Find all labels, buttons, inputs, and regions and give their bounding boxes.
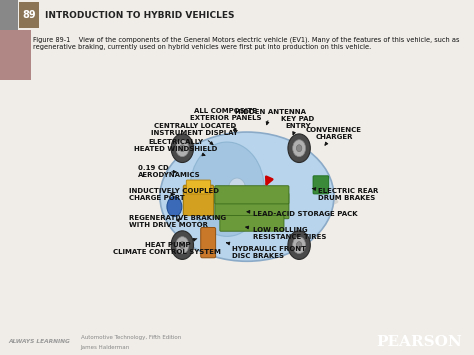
Ellipse shape <box>160 132 334 261</box>
Text: ALWAYS LEARNING: ALWAYS LEARNING <box>9 339 71 344</box>
Text: LEAD-ACID STORAGE PACK: LEAD-ACID STORAGE PACK <box>247 211 358 217</box>
Text: PEARSON: PEARSON <box>376 335 462 349</box>
Text: ALL COMPOSITE
EXTERIOR PANELS: ALL COMPOSITE EXTERIOR PANELS <box>190 108 262 131</box>
Text: 89: 89 <box>22 10 36 20</box>
Ellipse shape <box>159 192 338 211</box>
FancyBboxPatch shape <box>201 228 216 258</box>
Ellipse shape <box>288 134 310 163</box>
Ellipse shape <box>228 178 246 200</box>
Ellipse shape <box>292 140 306 157</box>
Text: HEAT PUMP
CLIMATE CONTROL SYSTEM: HEAT PUMP CLIMATE CONTROL SYSTEM <box>113 239 221 255</box>
Text: Figure 89-1    View of the components of the General Motors electric vehicle (EV: Figure 89-1 View of the components of th… <box>33 36 460 50</box>
Ellipse shape <box>176 140 189 157</box>
Text: CENTRALLY LOCATED
INSTRUMENT DISPLAY: CENTRALLY LOCATED INSTRUMENT DISPLAY <box>151 123 238 144</box>
Text: LOW ROLLING
RESISTANCE TIRES: LOW ROLLING RESISTANCE TIRES <box>246 226 327 240</box>
FancyBboxPatch shape <box>186 180 210 194</box>
Bar <box>0 0 18 30</box>
FancyBboxPatch shape <box>19 2 39 28</box>
FancyBboxPatch shape <box>215 186 289 204</box>
Ellipse shape <box>288 231 310 260</box>
Ellipse shape <box>180 145 185 152</box>
Ellipse shape <box>292 237 306 253</box>
Text: 0.19 CD
AERODYNAMICS: 0.19 CD AERODYNAMICS <box>137 165 200 178</box>
Text: James Halderman: James Halderman <box>81 344 130 350</box>
Text: INDUCTIVELY COUPLED
CHARGE PORT: INDUCTIVELY COUPLED CHARGE PORT <box>129 188 219 201</box>
Ellipse shape <box>176 237 189 253</box>
Text: ELECTRICALLY
HEATED WINDSHIELD: ELECTRICALLY HEATED WINDSHIELD <box>135 139 218 156</box>
Text: CONVENIENCE
CHARGER: CONVENIENCE CHARGER <box>306 127 362 145</box>
Ellipse shape <box>180 242 185 248</box>
Ellipse shape <box>190 142 264 236</box>
Text: INTRODUCTION TO HYBRID VEHICLES: INTRODUCTION TO HYBRID VEHICLES <box>45 11 235 20</box>
Text: KEY PAD
ENTRY: KEY PAD ENTRY <box>281 116 315 135</box>
FancyBboxPatch shape <box>183 185 214 215</box>
FancyBboxPatch shape <box>215 193 289 219</box>
FancyBboxPatch shape <box>313 176 328 194</box>
Ellipse shape <box>296 242 302 248</box>
FancyBboxPatch shape <box>220 215 284 231</box>
Text: ELECTRIC REAR
DRUM BRAKES: ELECTRIC REAR DRUM BRAKES <box>312 188 378 201</box>
Text: HYDRAULIC FRONT
DISC BRAKES: HYDRAULIC FRONT DISC BRAKES <box>227 242 306 259</box>
Ellipse shape <box>167 197 182 217</box>
Ellipse shape <box>296 145 302 152</box>
Text: Automotive Technology, Fifth Edition: Automotive Technology, Fifth Edition <box>81 335 181 340</box>
Bar <box>0 30 31 80</box>
Text: HIDDEN ANTENNA: HIDDEN ANTENNA <box>235 109 306 125</box>
Ellipse shape <box>171 231 193 260</box>
Ellipse shape <box>171 134 193 163</box>
Text: REGENERATIVE BRAKING
WITH DRIVE MOTOR: REGENERATIVE BRAKING WITH DRIVE MOTOR <box>129 215 226 228</box>
